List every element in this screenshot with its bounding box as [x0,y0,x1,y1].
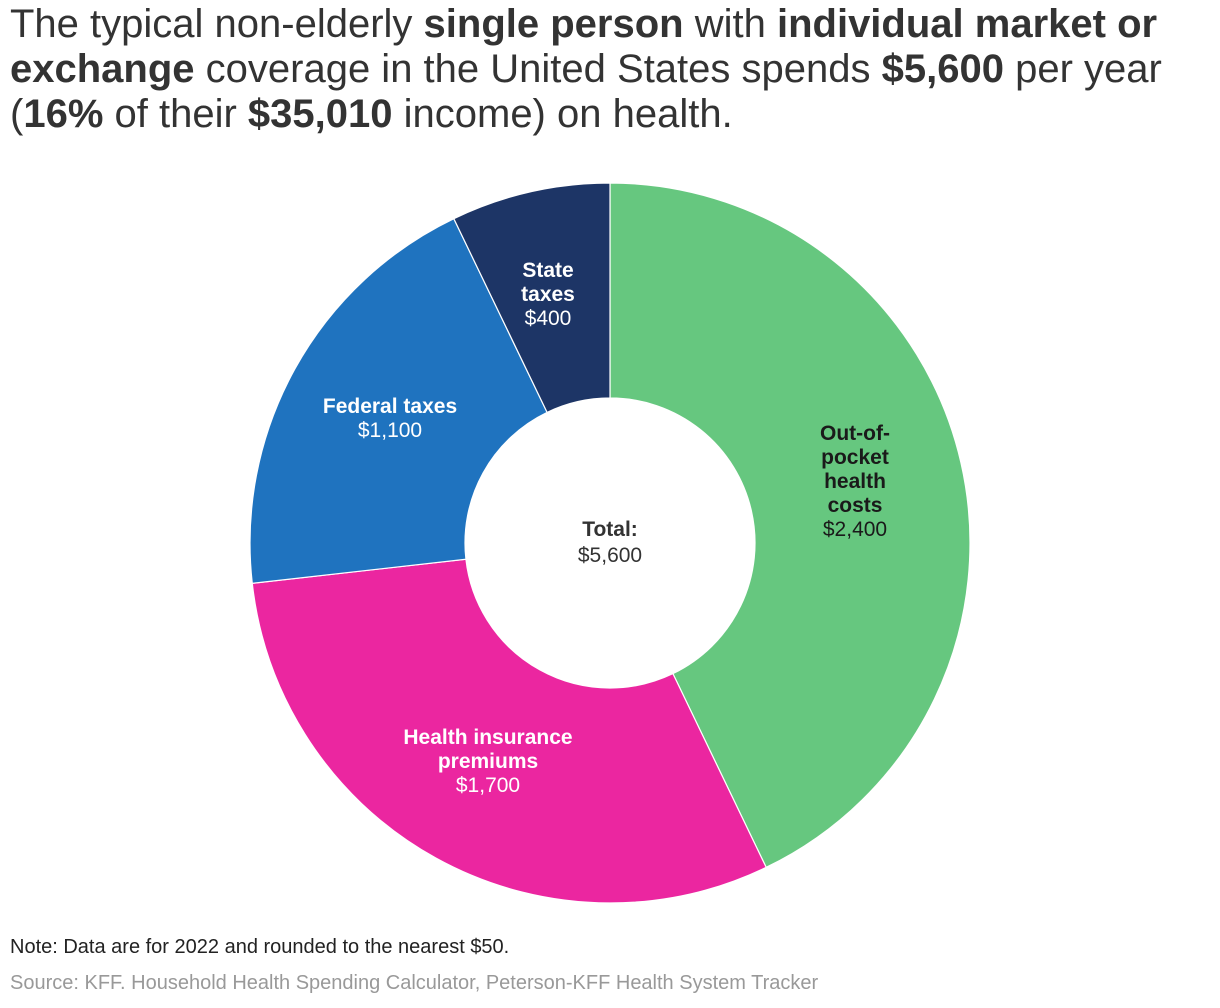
slice-state-taxes [453,182,611,414]
chart-title: The typical non-elderly single person wi… [10,2,1210,137]
title-emphasis: 16% [23,92,104,136]
slice-value-out-of-pocket-health-costs: $2,400 [823,518,887,541]
title-emphasis: $5,600 [881,47,1004,91]
slice-label-state-taxes: State [522,259,573,282]
center-total-label: Total: [582,518,638,541]
slice-label-out-of-pocket-health-costs: health [824,470,886,493]
slice-value-federal-taxes: $1,100 [358,419,422,442]
title-emphasis: single person [423,2,684,46]
slice-label-out-of-pocket-health-costs: Out-of- [820,422,890,445]
slice-label-out-of-pocket-health-costs: pocket [821,446,889,469]
slice-label-federal-taxes: Federal taxes [323,395,457,418]
slice-label-health-insurance-premiums: premiums [438,750,538,773]
slice-label-state-taxes: taxes [521,283,575,306]
title-emphasis: $35,010 [247,92,393,136]
slice-value-health-insurance-premiums: $1,700 [456,774,520,797]
title-emphasis: individual market or exchange [10,2,1158,91]
slice-federal-taxes [249,217,548,584]
chart-note: Note: Data are for 2022 and rounded to t… [10,936,510,958]
center-total-value: $5,600 [578,544,642,567]
chart-source: Source: KFF. Household Health Spending C… [10,972,819,994]
title-text: coverage in the United States spends [194,47,882,91]
donut-center: Total: $5,600 [578,518,642,567]
slice-value-state-taxes: $400 [525,307,572,330]
donut-slices [249,182,971,904]
title-text: per year ( [10,47,1162,136]
title-text: income) on health. [392,92,733,136]
slice-label-health-insurance-premiums: Health insurance [403,726,572,749]
title-text: The typical non-elderly [10,2,424,46]
slice-out-of-pocket-health-costs [609,182,971,869]
title-text: with [683,2,777,46]
slice-label-out-of-pocket-health-costs: costs [828,494,883,517]
slice-health-insurance-premiums [251,558,767,904]
title-text: of their [103,92,248,136]
